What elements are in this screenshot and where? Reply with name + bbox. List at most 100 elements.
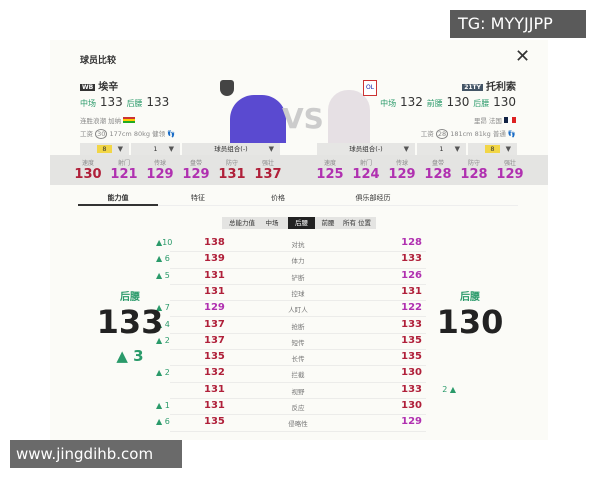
chevron-down-icon: ▼ (454, 145, 460, 153)
right-value: 133 (401, 318, 422, 330)
wage-value: 30 (95, 129, 108, 139)
card-badge: WB (80, 83, 96, 91)
stat-left: 速度 130 (70, 158, 106, 182)
wage-value: 28 (435, 129, 449, 139)
stat-value: 130 (74, 167, 102, 182)
attribute-label: 抢断 (291, 322, 305, 331)
left-value: 131 (204, 400, 225, 411)
attribute-row: ▲10 138 对抗 128 (156, 236, 426, 253)
attribute-row: ▲ 4 137 抢断 133 (156, 318, 426, 334)
subtab-cam[interactable]: 前腰 (321, 219, 335, 227)
wage-label: 工资 (420, 130, 434, 138)
attribute-label: 人盯人 (288, 306, 308, 315)
tab-traits[interactable]: 特征 (191, 194, 205, 202)
stat-value: 128 (460, 167, 488, 182)
attribute-row: ▲ 6 135 侵略性 129 (156, 415, 426, 432)
attribute-label: 视野 (291, 387, 305, 396)
pos-label: 后腰 (473, 99, 490, 108)
stat-label: 强壮 (261, 160, 274, 167)
watermark-bottom: www.jingdihb.com (10, 440, 182, 468)
summary-rating: 133 (96, 303, 164, 341)
stat-value: 128 (424, 167, 452, 182)
combo-value: 球员组合(-) (349, 145, 383, 153)
left-summary: 后腰 133 ▲ 3 (90, 288, 170, 365)
stat-label: 传球 (153, 160, 166, 167)
right-combo-select[interactable]: 球员组合(-) ▼ (317, 143, 415, 155)
right-value: 131 (401, 285, 422, 297)
club-badge-icon (220, 80, 234, 96)
chevron-down-icon: ▼ (168, 145, 174, 153)
right-summary: 后腰 130 (430, 288, 510, 341)
left-value: 139 (204, 253, 225, 265)
right-value: 135 (401, 351, 422, 363)
pos-label: 后腰 (126, 99, 143, 108)
right-player-header: 21TY 托利索 中场 132 前腰 130 后腰 130 里昂 法国 工资 28… (380, 78, 516, 139)
left-skill-select[interactable]: 1 ▼ (131, 143, 180, 155)
right-value: 122 (401, 302, 422, 314)
subtab-overall[interactable]: 总能力值 (229, 219, 255, 227)
right-skill-select[interactable]: 1 ▼ (417, 143, 466, 155)
foot: 普通 (492, 130, 506, 138)
card-badge: 21TY (462, 83, 483, 91)
pos-label: 中场 (80, 99, 96, 108)
chevron-down-icon: ▼ (403, 145, 409, 153)
left-diff: ▲ 4 (156, 319, 170, 329)
right-value: 133 (401, 253, 422, 265)
left-player-name: 埃辛 (98, 82, 119, 93)
right-value: 130 (401, 400, 422, 411)
close-icon[interactable]: ✕ (515, 46, 531, 67)
stat-value: 121 (110, 167, 138, 182)
left-value: 138 (204, 237, 225, 248)
skill-value: 1 (439, 145, 444, 153)
subtab-all[interactable]: 所有 位置 (342, 219, 372, 227)
position-tabs: 总能力值 中场 后腰 前腰 所有 位置 (222, 217, 376, 229)
tab-ability[interactable]: 能力值 (78, 193, 158, 206)
chevron-down-icon: ▼ (268, 145, 274, 153)
stat-value: 129 (388, 167, 416, 182)
stats-bar: 速度 130 射门 121 传球 129 盘带 129 防守 131 强壮 137 速度 125 射门 124… (50, 155, 548, 185)
vs-label: VS (282, 102, 324, 135)
stat-left: 射门 121 (106, 158, 142, 182)
team-nation: 里昂 法国 (473, 117, 502, 125)
attribute-label: 短传 (291, 338, 305, 347)
left-diff: ▲ 7 (156, 303, 170, 313)
attribute-label: 长传 (291, 355, 305, 364)
chevron-down-icon: ▼ (117, 145, 123, 153)
left-diff: ▲ 5 (156, 270, 170, 280)
left-combo-select[interactable]: 球员组合(-) ▼ (182, 143, 280, 155)
right-value: 129 (401, 416, 422, 428)
left-diff: ▲ 6 (156, 254, 170, 264)
level-value: 8 (485, 145, 500, 153)
right-value: 126 (401, 269, 422, 281)
attribute-row: 135 长传 135 (170, 350, 426, 367)
attribute-row: ▲ 2 137 短传 135 (156, 334, 426, 351)
chevron-down-icon: ▼ (505, 145, 511, 153)
main-tabs: 能力值 特征 价格 俱乐部经历 (78, 192, 518, 206)
summary-position: 后腰 (460, 292, 480, 303)
flag-icon (504, 117, 516, 123)
stat-label: 防守 (467, 160, 480, 167)
pos-value: 133 (99, 95, 123, 109)
attribute-label: 侵略性 (288, 420, 308, 429)
attribute-row: ▲ 5 131 铲断 126 (156, 269, 426, 285)
stat-label: 防守 (225, 160, 238, 167)
tab-price[interactable]: 价格 (271, 194, 285, 202)
stat-right: 防守 128 (456, 158, 492, 182)
left-level-select[interactable]: 8 ▼ (80, 143, 129, 155)
pos-value: 130 (446, 95, 470, 109)
tab-club-history[interactable]: 俱乐部经历 (355, 194, 391, 202)
left-diff: ▲ 2 (156, 335, 170, 345)
right-level-select[interactable]: 8 ▼ (468, 143, 517, 155)
left-value: 131 (204, 285, 225, 297)
summary-diff: ▲ 3 (116, 347, 144, 365)
stat-left: 强壮 137 (250, 158, 286, 182)
stat-value: 129 (146, 167, 174, 182)
left-diff: ▲ 6 (156, 417, 170, 427)
subtab-cm[interactable]: 中场 (265, 219, 279, 227)
attribute-row: ▲ 6 139 体力 133 (156, 252, 426, 269)
weight: 80kg (133, 130, 150, 138)
subtab-cdm[interactable]: 后腰 (288, 217, 315, 229)
summary-rating: 130 (436, 303, 504, 341)
player-compare-panel: 球员比较 ✕ WB 埃辛 中场 133 后腰 133 连胜浪潮 加纳 工资 30 … (50, 40, 548, 440)
attribute-label: 反应 (291, 404, 305, 412)
